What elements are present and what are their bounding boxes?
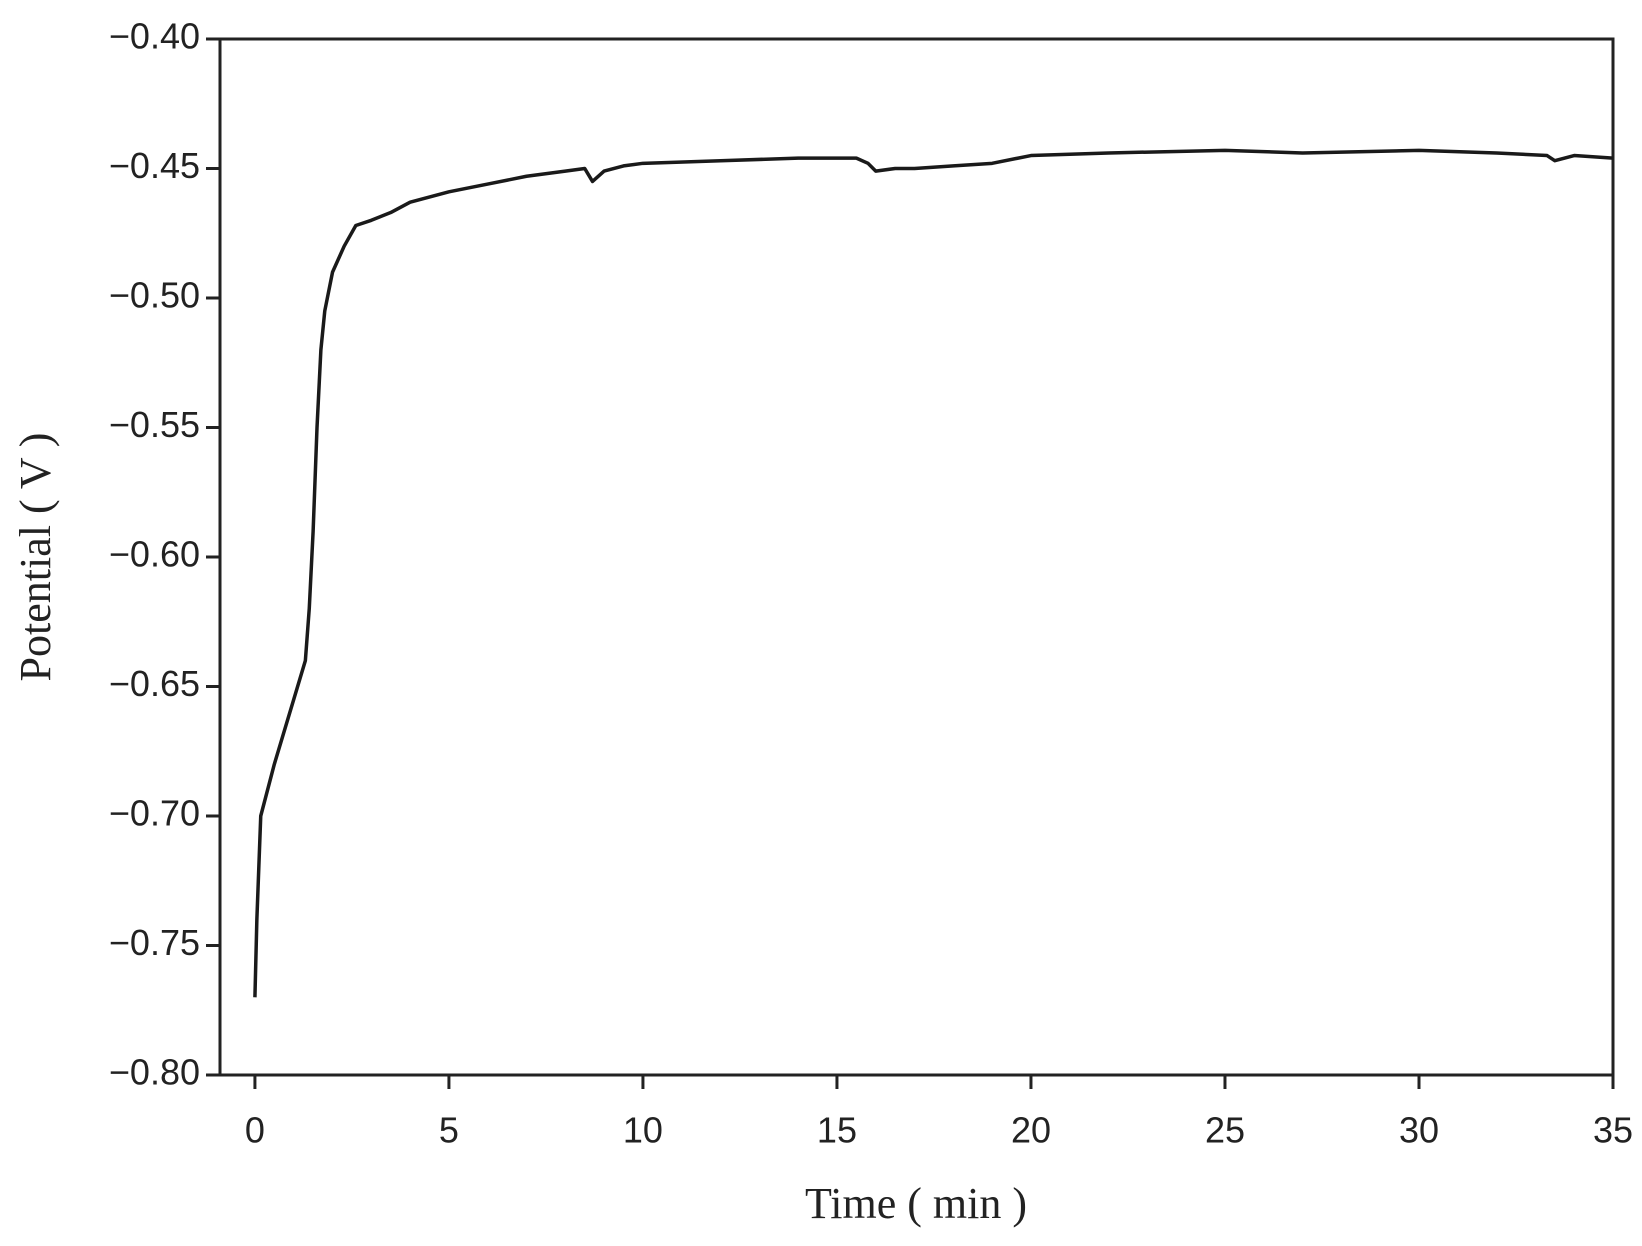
- x-tick-label: 25: [1205, 1110, 1245, 1151]
- plot-frame: [218, 37, 1615, 1077]
- y-tick-label: −0.60: [109, 534, 200, 575]
- x-axis-title: Time ( min ): [805, 1179, 1027, 1228]
- y-tick-label: −0.50: [109, 275, 200, 316]
- y-tick-label: −0.55: [109, 404, 200, 445]
- y-tick-label: −0.65: [109, 663, 200, 704]
- y-tick-label: −0.45: [109, 145, 200, 186]
- y-tick-label: −0.75: [109, 922, 200, 963]
- data-line: [253, 148, 1614, 998]
- x-tick-label: 15: [817, 1110, 857, 1151]
- x-tick-label: 35: [1593, 1110, 1633, 1151]
- y-tick-label: −0.80: [109, 1052, 200, 1093]
- x-tick-label: 20: [1011, 1110, 1051, 1151]
- y-tick-label: −0.70: [109, 793, 200, 834]
- y-tick-label: −0.40: [109, 16, 200, 57]
- x-tick-label: 5: [439, 1110, 459, 1151]
- y-axis-title: Potential ( V ): [11, 433, 60, 682]
- x-tick-label: 0: [245, 1110, 265, 1151]
- x-tick-label: 10: [623, 1110, 663, 1151]
- x-tick-label: 30: [1399, 1110, 1439, 1151]
